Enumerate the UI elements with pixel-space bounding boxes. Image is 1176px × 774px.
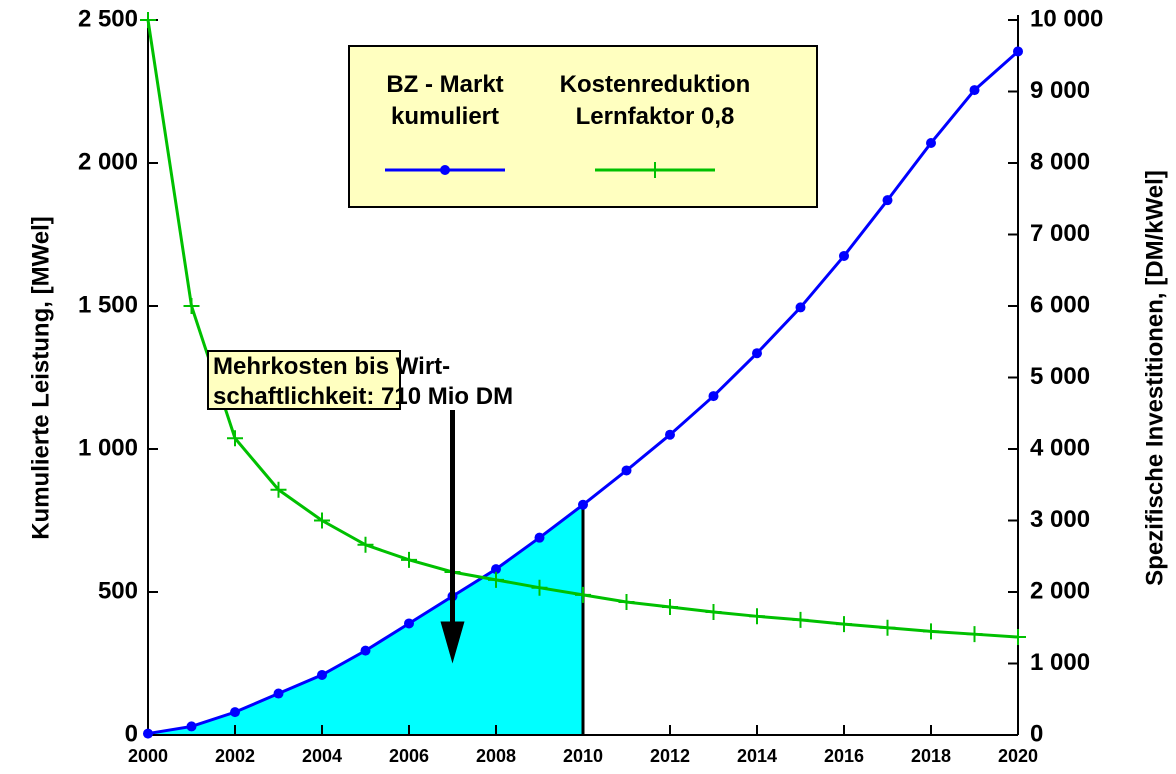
y2-axis-label: Spezifische Investitionen, [DM/kWel] [1141, 170, 1168, 586]
y-tick-label: 2 000 [78, 148, 138, 175]
point [227, 430, 243, 447]
y-tick-label: 0 [125, 720, 138, 747]
point [879, 619, 896, 636]
point [488, 571, 504, 588]
annotation-arrowhead [440, 621, 465, 664]
x-tick-label: 2016 [824, 746, 864, 766]
point [705, 604, 722, 621]
point [575, 586, 591, 603]
point [665, 429, 675, 440]
x-tick-label: 2000 [128, 746, 168, 766]
point [230, 707, 240, 718]
point [143, 728, 153, 739]
y2-tick-label: 0 [1030, 720, 1043, 747]
legend-marker [440, 165, 450, 175]
y-tick-label: 1 000 [78, 434, 138, 461]
y2-tick-label: 9 000 [1030, 77, 1090, 104]
x-tick-label: 2010 [563, 746, 603, 766]
y2-tick-label: 3 000 [1030, 506, 1090, 533]
y-tick-label: 1 500 [78, 291, 138, 318]
y2-tick-label: 2 000 [1030, 577, 1090, 604]
point [618, 594, 635, 611]
x-tick-label: 2020 [998, 746, 1038, 766]
y-tick-label: 2 500 [78, 5, 138, 32]
markers [140, 12, 1026, 646]
y2-tick-label: 5 000 [1030, 363, 1090, 390]
x-tick-label: 2018 [911, 746, 951, 766]
x-tick-label: 2012 [650, 746, 690, 766]
point [360, 645, 371, 656]
y2-tick-label: 7 000 [1030, 220, 1090, 247]
y-axis-label: Kumulierte Leistung, [MWel] [27, 216, 54, 540]
point [926, 137, 936, 148]
point [969, 85, 980, 96]
y2-tick-label: 4 000 [1030, 434, 1090, 461]
y2-tick-label: 10 000 [1030, 5, 1103, 32]
point [401, 551, 417, 568]
point [966, 626, 983, 643]
point [183, 298, 200, 314]
point [314, 512, 330, 529]
point [752, 348, 762, 359]
point [140, 12, 156, 28]
legend-swatch [385, 165, 505, 175]
point [792, 611, 809, 628]
point [621, 465, 632, 476]
point [795, 302, 806, 313]
x-tick-label: 2006 [389, 746, 429, 766]
x-tick-label: 2004 [302, 746, 342, 766]
x-tick-label: 2014 [737, 746, 777, 766]
x-tick-label: 2002 [215, 746, 255, 766]
point [1013, 46, 1023, 57]
point [1010, 629, 1026, 646]
point [882, 195, 893, 206]
fill-area [148, 504, 583, 735]
point [404, 618, 414, 629]
y2-tick-label: 1 000 [1030, 649, 1090, 676]
y2-tick-label: 6 000 [1030, 291, 1090, 318]
point [749, 608, 765, 625]
point [317, 669, 327, 680]
point [273, 688, 284, 699]
point [357, 536, 374, 553]
point [923, 623, 939, 640]
y-tick-label: 500 [98, 577, 138, 604]
point [491, 564, 501, 575]
legend-label: Kostenreduktion Lernfaktor 0,8 [559, 71, 751, 130]
legend: BZ - Markt kumuliert Kostenreduktion Lern… [348, 45, 818, 208]
point [270, 481, 287, 498]
point [534, 532, 545, 543]
legend-swatch [595, 162, 715, 178]
point [578, 499, 588, 510]
annotation: Mehrkosten bis Wirt- schaftlichkeit: 710… [207, 350, 513, 410]
legend-label: BZ - Markt kumuliert [386, 71, 504, 130]
legend-marker [647, 162, 663, 178]
point [836, 616, 852, 633]
point [662, 599, 678, 616]
point [839, 250, 849, 261]
point [708, 391, 719, 402]
point [186, 721, 197, 732]
x-tick-label: 2008 [476, 746, 516, 766]
y2-tick-label: 8 000 [1030, 148, 1090, 175]
point [531, 579, 548, 596]
